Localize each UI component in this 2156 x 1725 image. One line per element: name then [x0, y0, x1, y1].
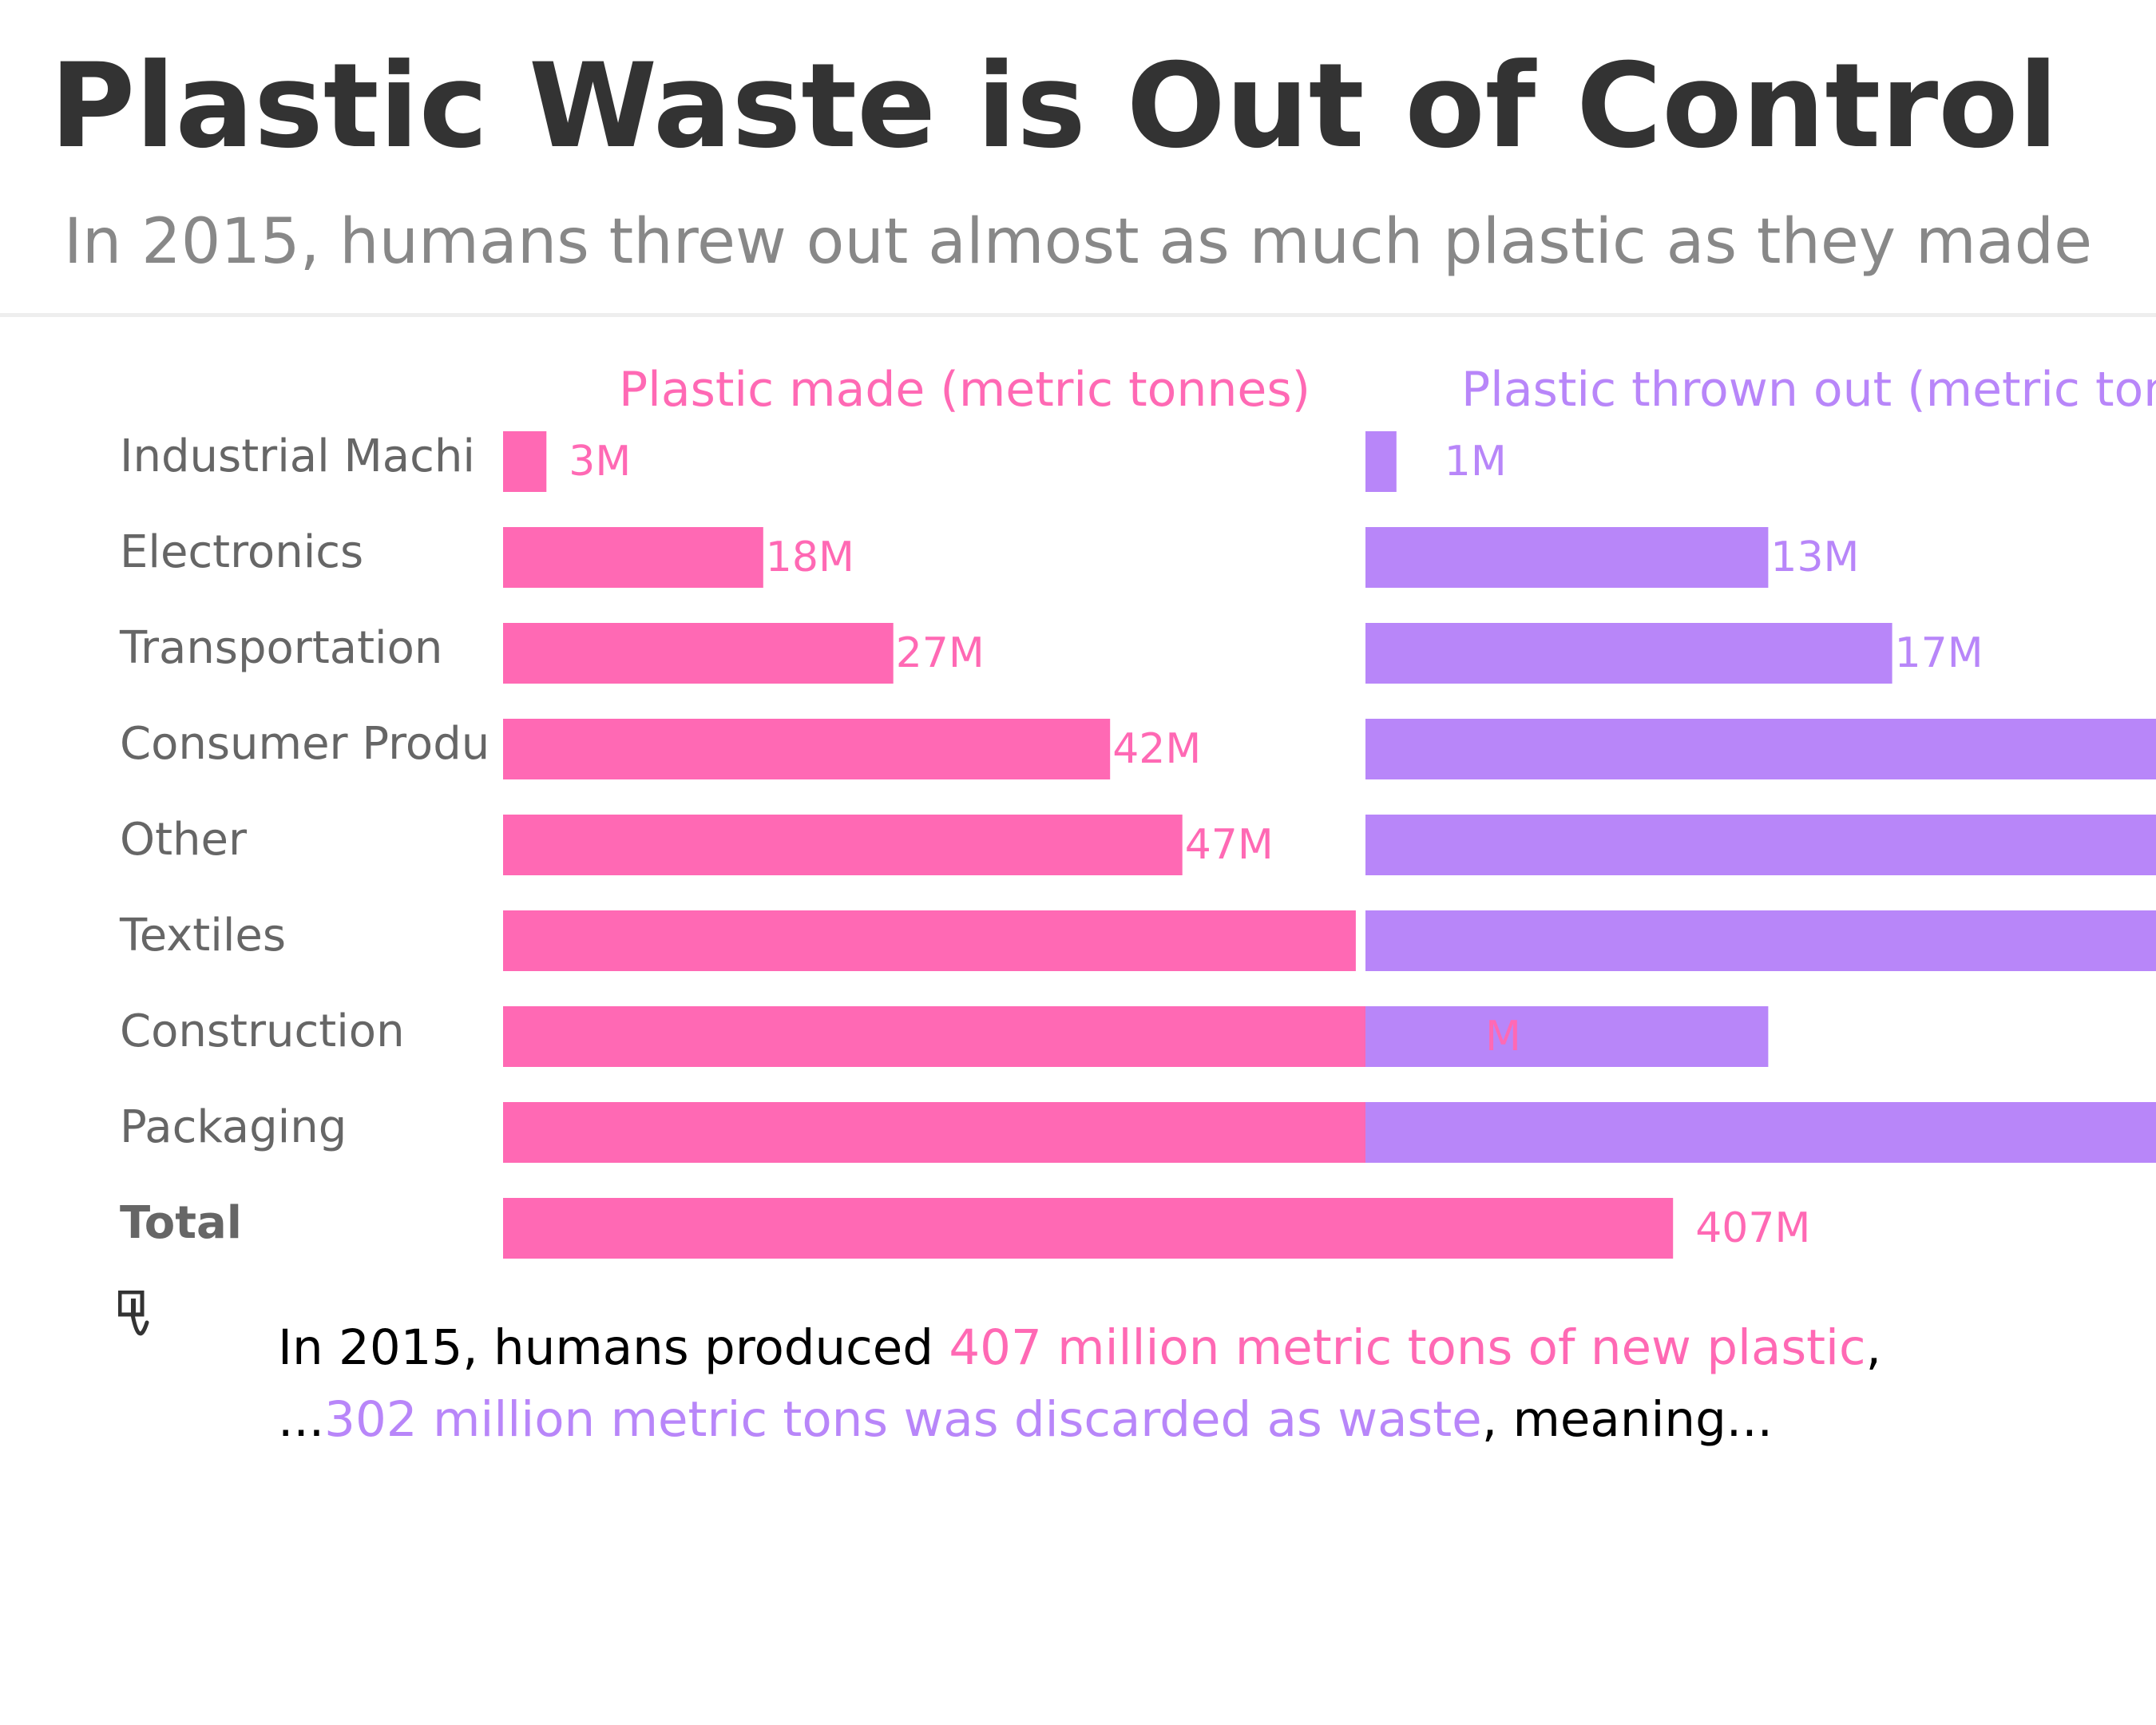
- bar-thrown: [1365, 527, 1769, 588]
- note-text: In 2015, humans produced: [278, 1319, 949, 1376]
- bar-thrown: [1365, 910, 2156, 971]
- bar-thrown: [1365, 815, 2156, 875]
- note-line-produced: In 2015, humans produced 407 million met…: [278, 1319, 1881, 1376]
- category-label: Transportation: [119, 622, 442, 674]
- category-label: Textiles: [119, 910, 286, 962]
- data-label-thrown: 17M: [1895, 629, 1984, 677]
- header-divider: [0, 313, 2156, 317]
- note-highlight-thrown: 302 million metric tons was discarded as…: [324, 1391, 1482, 1448]
- bar-made: [503, 815, 1183, 875]
- bar-made: [503, 623, 894, 684]
- series-header-thrown: Plastic thrown out (metric tonnes): [1461, 362, 2156, 418]
- note-highlight-made: 407 million metric tons of new plastic: [949, 1319, 1866, 1376]
- series-header-made: Plastic made (metric tonnes): [619, 362, 1310, 418]
- bar-made: [503, 719, 1111, 779]
- data-label-made: 42M: [1112, 725, 1201, 773]
- data-label-made: 407M: [1695, 1204, 1810, 1252]
- note-text: ...: [278, 1391, 325, 1448]
- bar-made: [503, 910, 1356, 971]
- category-label: Industrial Machi: [120, 430, 475, 482]
- note-line-discarded: ...302 million metric tons was discarded…: [278, 1391, 1773, 1448]
- data-label-made: 18M: [766, 533, 854, 581]
- bar-made: [503, 1102, 1365, 1163]
- category-label: Electronics: [120, 526, 363, 578]
- bar-thrown: [1365, 431, 1397, 492]
- category-label: Packaging: [120, 1101, 347, 1153]
- category-label: Other: [120, 814, 248, 866]
- category-label: Consumer Produ: [120, 718, 489, 770]
- bar-thrown: [1365, 623, 1892, 684]
- category-label: Total: [120, 1197, 242, 1249]
- scroll-hint-icon: [118, 1291, 149, 1336]
- category-label: Construction: [120, 1005, 405, 1057]
- note-text: , meaning...: [1481, 1391, 1773, 1448]
- bar-made: [503, 527, 763, 588]
- bar-thrown: [1365, 1006, 1769, 1067]
- data-label-thrown: 1M: [1445, 438, 1507, 486]
- page-title: Plastic Waste is Out of Control: [50, 38, 2059, 174]
- data-label-made: 47M: [1185, 821, 1274, 869]
- note-text: ,: [1865, 1319, 1881, 1376]
- data-label-thrown: 13M: [1770, 533, 1859, 581]
- data-label-made: 3M: [569, 438, 631, 486]
- bar-made: [503, 431, 547, 492]
- bar-made: [503, 1198, 1674, 1259]
- data-label-made: 27M: [896, 629, 985, 677]
- plastic-bar-chart: Plastic made (metric tonnes) Plastic thro…: [119, 362, 2156, 1259]
- bar-thrown: [1365, 719, 2156, 779]
- page-subtitle: In 2015, humans threw out almost as much…: [63, 206, 2093, 278]
- data-label-overlap: M: [1485, 1013, 1521, 1061]
- bar-thrown: [1365, 1102, 2156, 1163]
- bar-made: [503, 1006, 1365, 1067]
